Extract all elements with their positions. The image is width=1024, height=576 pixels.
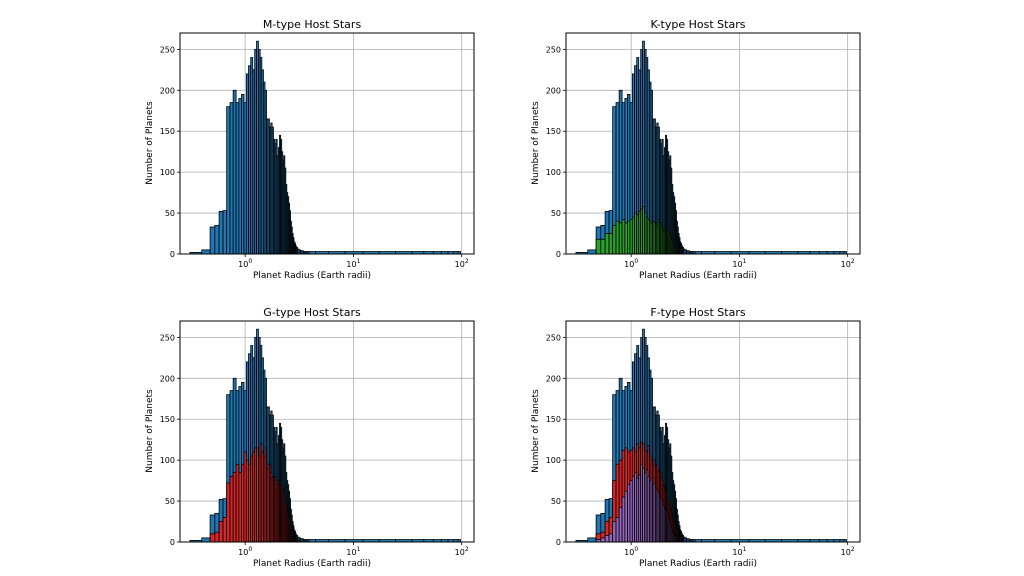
histogram-bar-f-type-purple [600, 537, 606, 543]
y-tick-label: 50 [551, 497, 561, 506]
y-axis-label: Number of Planets [531, 389, 541, 473]
histogram-bar-f-type-purple [615, 517, 620, 543]
axes-frame [565, 320, 861, 543]
x-tick-label: 100 [624, 546, 638, 557]
histogram-bar-all [214, 224, 220, 255]
y-tick-label: 50 [165, 497, 175, 506]
y-tick-label: 150 [160, 127, 175, 136]
histogram-bar-all [587, 249, 597, 255]
histogram-bar-k-type [595, 238, 602, 255]
x-tick-label: 101 [732, 546, 746, 557]
panel-title: M-type Host Stars [263, 18, 362, 31]
x-tick-label: 102 [455, 546, 469, 557]
panel-title: F-type Host Stars [650, 306, 745, 319]
y-tick-label: 250 [546, 333, 561, 342]
histogram-bar-all [222, 210, 228, 255]
y-axis-label: Number of Planets [145, 389, 155, 473]
panel-f-type: F-type Host Stars Planet Radius (Earth r… [531, 306, 861, 569]
y-tick-label: 0 [556, 250, 561, 259]
histogram-bar-f-type-purple [604, 535, 610, 543]
histogram-bar-k-type [600, 238, 606, 255]
y-tick-label: 250 [160, 333, 175, 342]
x-tick-label: 102 [455, 258, 469, 269]
histogram-bar-all [235, 102, 240, 255]
y-tick-label: 200 [160, 86, 175, 95]
histogram-bar-k-type [618, 222, 623, 255]
x-tick-label: 100 [238, 258, 252, 269]
y-tick-label: 50 [551, 209, 561, 218]
histogram-bar-k-type [615, 220, 620, 255]
y-tick-label: 0 [170, 538, 175, 547]
y-tick-label: 150 [160, 415, 175, 424]
y-tick-label: 250 [546, 45, 561, 54]
x-axis-label: Planet Radius (Earth radii) [253, 559, 371, 569]
x-axis-label: Planet Radius (Earth radii) [253, 271, 371, 281]
axes-frame [565, 32, 861, 255]
histogram-bar-k-type [604, 233, 610, 255]
histogram-bar-all [232, 89, 237, 255]
y-axis-label: Number of Planets [145, 101, 155, 185]
y-tick-label: 250 [160, 45, 175, 54]
histogram-bar-f-type-purple [618, 507, 623, 543]
histogram-bar-f-type-purple [621, 496, 626, 543]
panel-m-type: M-type Host Stars Planet Radius (Earth r… [145, 18, 475, 281]
histogram-bar-all [201, 249, 211, 255]
y-tick-label: 150 [546, 415, 561, 424]
histogram-bar-f-type-purple [612, 521, 617, 543]
histogram-bar-k-type [621, 219, 626, 255]
histogram-bar-g-type [235, 463, 240, 543]
y-tick-label: 150 [546, 127, 561, 136]
histogram-bar-all [587, 537, 597, 543]
x-tick-label: 100 [624, 258, 638, 269]
x-axis-label: Planet Radius (Earth radii) [639, 559, 757, 569]
histogram-bar-g-type [222, 517, 228, 543]
histogram-bar-g-type [209, 533, 216, 543]
histogram-bar-g-type [229, 476, 234, 543]
y-tick-label: 100 [160, 168, 175, 177]
y-tick-label: 200 [546, 86, 561, 95]
histogram-bar-all [229, 102, 234, 255]
y-axis-label: Number of Planets [531, 101, 541, 185]
x-tick-label: 101 [346, 546, 360, 557]
y-tick-label: 100 [546, 168, 561, 177]
histogram-bar-g-type [218, 521, 224, 543]
panel-k-type: K-type Host Stars Planet Radius (Earth r… [531, 18, 861, 281]
histogram-bar-all [209, 226, 216, 255]
y-tick-label: 0 [556, 538, 561, 547]
histogram-bar-g-type [226, 482, 231, 543]
histogram-bar-k-type [612, 224, 617, 255]
histogram-bar-all [201, 537, 211, 543]
y-tick-label: 200 [160, 374, 175, 383]
x-tick-label: 100 [238, 546, 252, 557]
y-tick-label: 100 [160, 456, 175, 465]
panel-g-type: G-type Host Stars Planet Radius (Earth r… [145, 306, 475, 569]
histogram-bar-all [218, 211, 224, 255]
x-tick-label: 102 [841, 546, 855, 557]
y-tick-label: 100 [546, 456, 561, 465]
histogram-bar-g-type [214, 531, 220, 543]
y-tick-label: 0 [170, 250, 175, 259]
histogram-bar-all [226, 106, 231, 255]
panel-title: G-type Host Stars [263, 306, 361, 319]
x-tick-label: 101 [732, 258, 746, 269]
y-tick-label: 50 [165, 209, 175, 218]
x-tick-label: 101 [346, 258, 360, 269]
y-tick-label: 200 [546, 374, 561, 383]
histogram-bar-k-type [608, 233, 614, 255]
x-tick-label: 102 [841, 258, 855, 269]
histogram-bar-g-type [232, 472, 237, 543]
axes-frame [179, 320, 475, 543]
panel-title: K-type Host Stars [651, 18, 746, 31]
histogram-bar-f-type-purple [608, 533, 614, 543]
axes-frame [179, 32, 475, 255]
x-axis-label: Planet Radius (Earth radii) [639, 271, 757, 281]
